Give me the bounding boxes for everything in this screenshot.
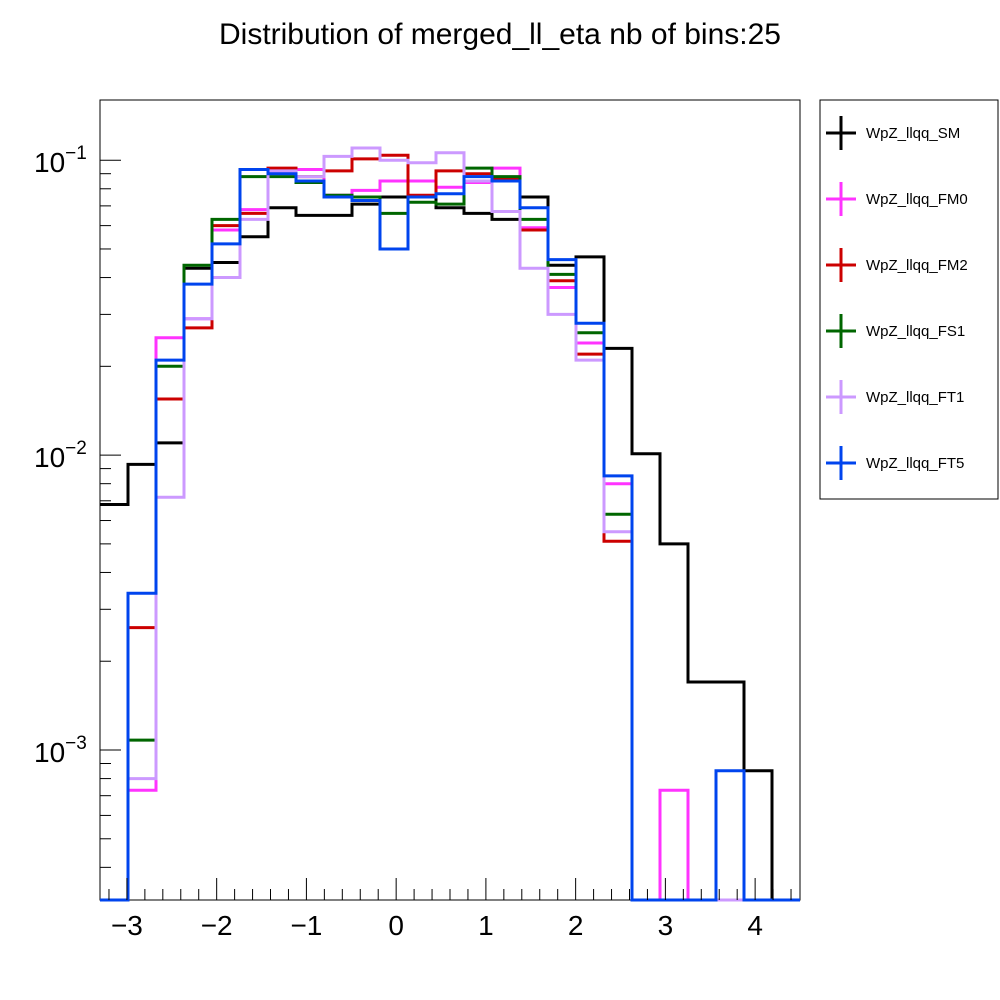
y-tick-base: 10 xyxy=(34,147,65,178)
y-tick-label: 10−2 xyxy=(34,438,87,473)
x-tick-label: 0 xyxy=(388,910,404,941)
x-tick-label: 4 xyxy=(747,910,763,941)
legend-box xyxy=(819,99,999,500)
legend-label: WpZ_llqq_FT1 xyxy=(866,389,964,406)
x-tick-label: 1 xyxy=(478,910,494,941)
x-tick-label: −3 xyxy=(111,910,143,941)
legend-label: WpZ_llqq_SM xyxy=(866,125,960,142)
x-tick-label: −1 xyxy=(290,910,322,941)
x-tick-label: 2 xyxy=(568,910,584,941)
x-tick-label: 3 xyxy=(658,910,674,941)
y-tick-base: 10 xyxy=(34,442,65,473)
x-tick-label: −2 xyxy=(201,910,233,941)
y-tick-exponent: −3 xyxy=(65,733,87,754)
y-tick-exponent: −1 xyxy=(65,143,87,164)
y-tick-base: 10 xyxy=(34,737,65,768)
legend-label: WpZ_llqq_FT5 xyxy=(866,455,964,472)
y-tick-exponent: −2 xyxy=(65,438,87,459)
legend-label: WpZ_llqq_FS1 xyxy=(866,323,965,340)
legend-label: WpZ_llqq_FM0 xyxy=(866,191,968,208)
series-line-5 xyxy=(100,168,800,902)
series-line-4 xyxy=(100,146,800,902)
chart-title: Distribution of merged_ll_eta nb of bins… xyxy=(219,18,781,51)
legend: WpZ_llqq_SM WpZ_llqq_FM0 WpZ_llqq_FM2 WpZ_l… xyxy=(826,116,968,480)
y-tick-label: 10−3 xyxy=(34,733,87,768)
axis-layer: −3 −2 −1 0 1 2 3 410−110−210−3 xyxy=(34,143,792,941)
plot-frame xyxy=(99,99,801,901)
legend-label: WpZ_llqq_FM2 xyxy=(866,257,968,274)
series-layer xyxy=(100,146,800,902)
y-tick-label: 10−1 xyxy=(34,143,87,178)
